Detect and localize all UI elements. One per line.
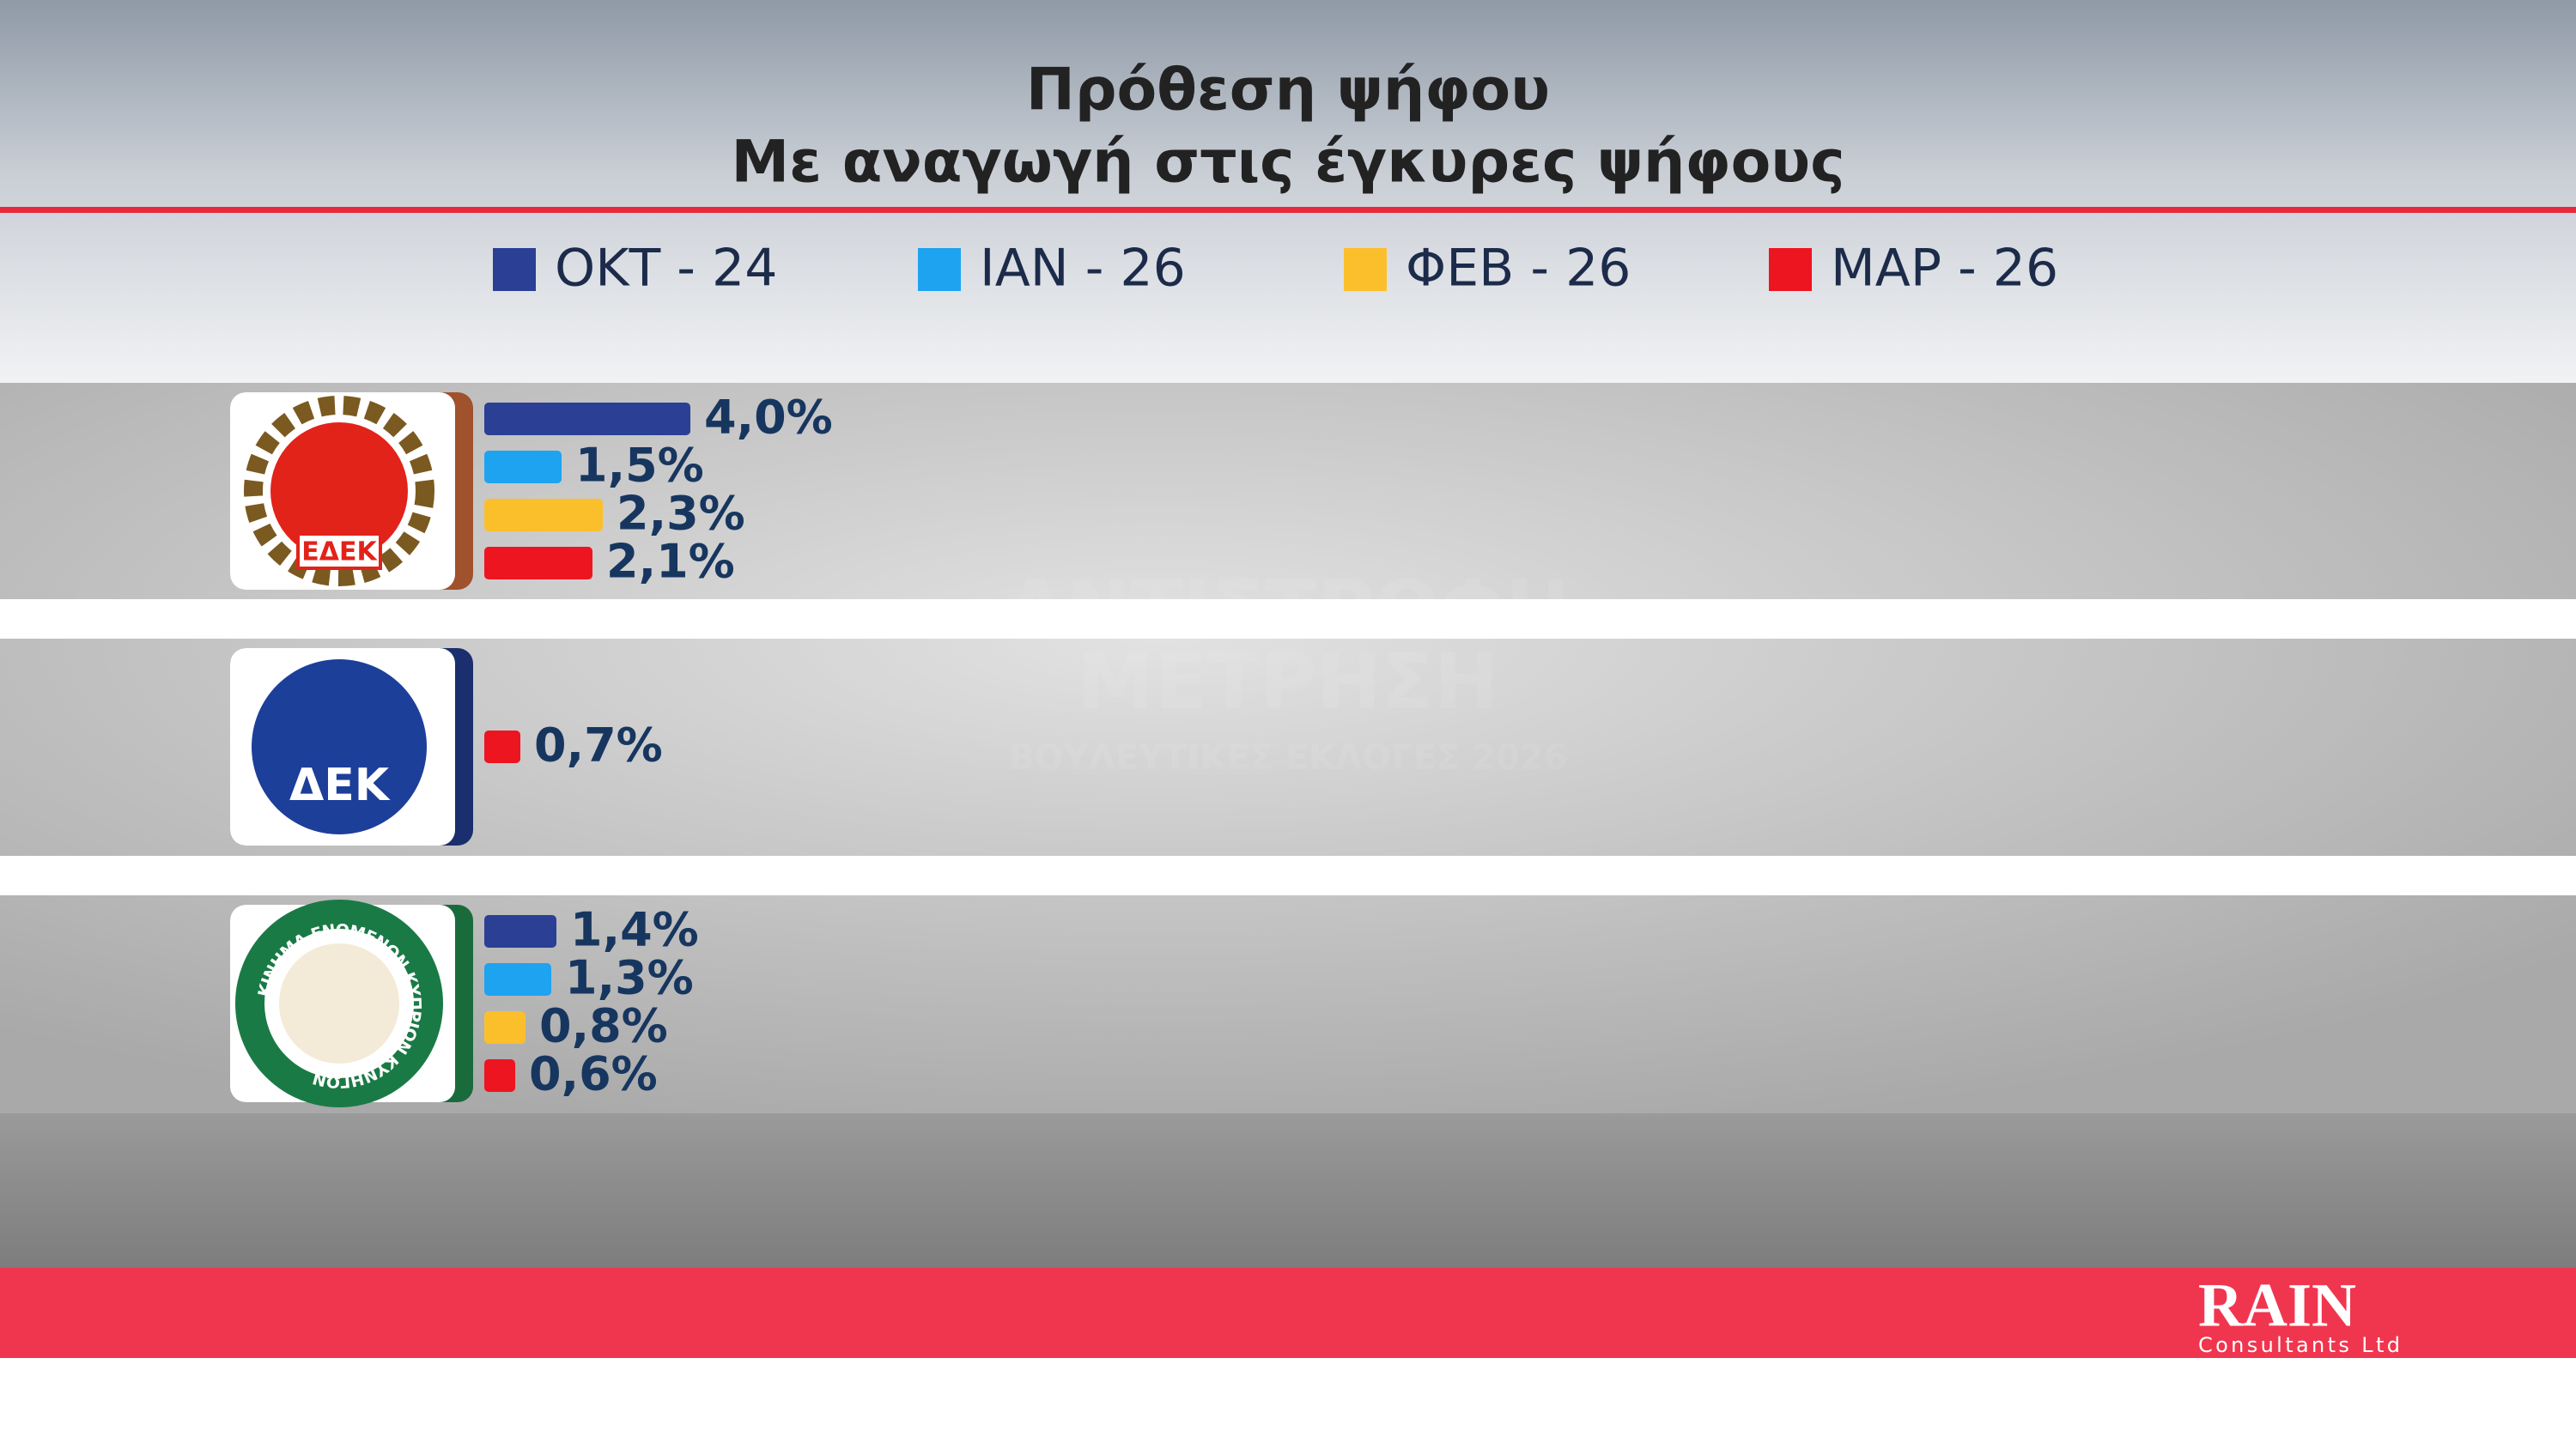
value-label: 1,4% (570, 903, 699, 957)
logo-text: ΕΔΕΚ (301, 537, 378, 567)
value-label: 1,5% (575, 439, 704, 493)
watermark: ΑΝΤΙΣΤΡΟΦΗ ΜΕΤΡΗΣΗ ΒΟΥΛΕΥΤΙΚΕΣ ΕΚΛΟΓΕΣ 2… (1005, 564, 1570, 778)
logo-gear (244, 396, 434, 586)
legend-swatch (918, 248, 961, 291)
watermark-line: ΑΝΤΙΣΤΡΟΦΗ (1005, 564, 1570, 654)
bar (484, 403, 690, 435)
brand-tagline: Consultants Ltd (2198, 1333, 2400, 1357)
chart-title: Πρόθεση ψήφου (1026, 57, 1550, 124)
value-label: 0,7% (534, 718, 663, 773)
logo-disc (270, 422, 408, 560)
legend-label: ΟΚΤ - 24 (555, 239, 777, 299)
bar (484, 499, 603, 531)
value-label: 4,0% (704, 391, 833, 445)
legend-swatch (493, 248, 536, 291)
legend-swatch (1769, 248, 1812, 291)
bar (484, 1059, 515, 1092)
footer-band (0, 1268, 2576, 1358)
header-rule (0, 207, 2576, 213)
value-label: 0,8% (539, 999, 668, 1053)
watermark-line: ΜΕΤΡΗΣΗ (1078, 637, 1499, 727)
watermark-line: ΒΟΥΛΕΥΤΙΚΕΣ ΕΚΛΟΓΕΣ 2026 (1008, 738, 1567, 778)
chart-subtitle: Με αναγωγή στις έγκυρες ψήφους (731, 129, 1844, 197)
value-label: 1,3% (565, 951, 694, 1005)
legend-label: ΙΑΝ - 26 (980, 239, 1186, 299)
bar (484, 451, 562, 483)
logo-center (279, 943, 399, 1064)
bar (484, 963, 551, 996)
value-label: 2,1% (606, 535, 735, 589)
legend-label: ΜΑΡ - 26 (1831, 239, 2058, 299)
bar (484, 731, 520, 763)
logo-text: ΔΕΚ (289, 760, 391, 811)
value-label: 2,3% (617, 487, 745, 541)
header-background (0, 0, 2576, 383)
logo-disc (252, 659, 427, 834)
bar (484, 547, 592, 579)
bar (484, 915, 556, 948)
row-gap (0, 599, 2576, 639)
value-label: 0,6% (529, 1047, 658, 1101)
legend-label: ΦΕΒ - 26 (1406, 239, 1631, 299)
lower-background (0, 1113, 2576, 1268)
brand-logo: RAIN (2198, 1271, 2356, 1340)
legend-swatch (1344, 248, 1387, 291)
row-gap (0, 856, 2576, 895)
bar (484, 1011, 526, 1044)
logo-plate (296, 532, 382, 570)
